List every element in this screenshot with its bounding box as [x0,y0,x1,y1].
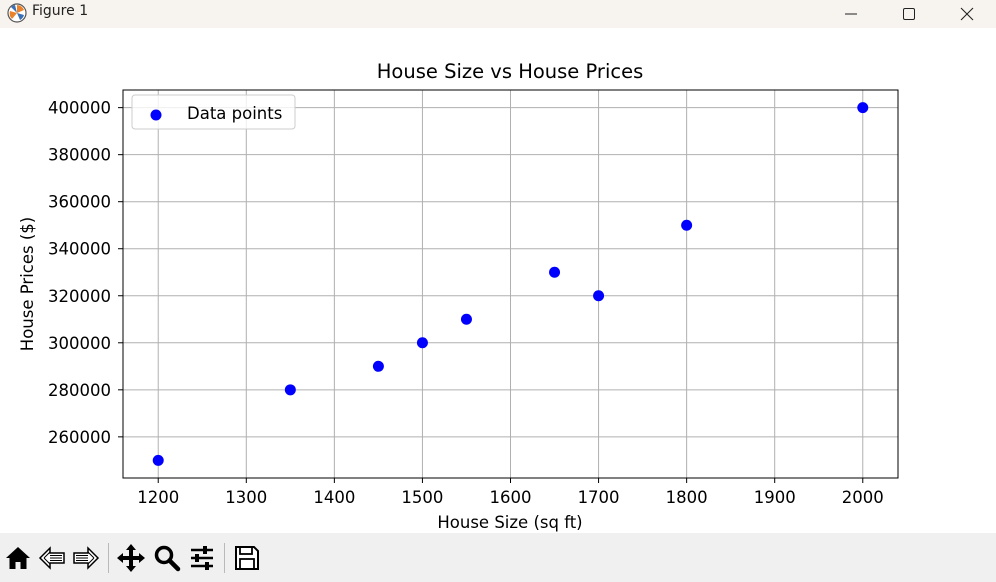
axis-ticks: 1200 1300 1400 1500 1600 1700 1800 1900 2000 2600… [48,99,884,507]
maximize-icon [903,8,915,20]
configure-subplots-icon [191,546,213,570]
legend-label: Data points [187,104,282,123]
pan-move-icon [117,544,145,572]
data-point [416,337,428,349]
x-tick-label: 1700 [578,488,620,507]
legend-box [131,94,296,130]
matplotlib-icon [7,3,27,23]
x-tick-label: 1400 [313,488,355,507]
x-tick-label: 1300 [225,488,267,507]
axes-frame [122,89,899,479]
back-button[interactable] [36,542,68,574]
window-title: Figure 1 [32,3,89,19]
pan-button[interactable] [115,542,147,574]
title-bar: Figure 1 [0,0,996,28]
home-icon [6,547,30,569]
data-points [152,102,869,466]
grid-lines [123,90,898,478]
x-tick-label: 1800 [666,488,708,507]
y-tick-label: 320000 [48,287,111,306]
data-point [460,313,472,325]
x-tick-label: 1200 [137,488,179,507]
chart-title: House Size vs House Prices [377,60,643,83]
x-tick-label: 2000 [842,488,884,507]
y-axis-label: House Prices ($) [18,217,37,351]
minimize-button[interactable] [828,0,874,28]
toolbar-separator [224,543,225,573]
close-button[interactable] [944,0,990,28]
back-arrow-icon [38,546,65,570]
x-tick-label: 1500 [401,488,443,507]
navigation-toolbar [0,533,996,582]
zoom-button[interactable] [151,542,183,574]
zoom-magnifier-icon [154,545,181,572]
x-axis-label: House Size (sq ft) [437,513,582,532]
toolbar-separator [108,543,109,573]
y-tick-label: 360000 [48,193,111,212]
close-icon [960,7,974,21]
data-point [549,266,561,278]
legend: Data points [131,94,296,130]
data-point [593,290,605,302]
home-button[interactable] [2,542,34,574]
legend-marker [150,109,162,121]
scatter-chart: House Size vs House Prices 1200 1300 1400 1… [18,60,899,532]
y-tick-label: 280000 [48,381,111,400]
y-tick-label: 380000 [48,146,111,165]
x-tick-label: 1600 [490,488,532,507]
figure-canvas[interactable]: House Size vs House Prices 1200 1300 1400 1… [0,28,996,533]
y-tick-label: 340000 [48,240,111,259]
y-tick-label: 400000 [48,99,111,118]
data-point [681,219,693,231]
forward-arrow-icon [73,546,100,570]
y-tick-label: 300000 [48,334,111,353]
configure-subplots-button[interactable] [186,542,218,574]
maximize-button[interactable] [886,0,932,28]
data-point [284,384,296,396]
y-tick-label: 260000 [48,428,111,447]
save-floppy-icon [235,546,259,570]
save-button[interactable] [231,542,263,574]
forward-button[interactable] [70,542,102,574]
data-point [372,360,384,372]
data-point [152,454,164,466]
x-tick-label: 1900 [754,488,796,507]
data-point [857,102,869,114]
minimize-icon [845,13,857,15]
